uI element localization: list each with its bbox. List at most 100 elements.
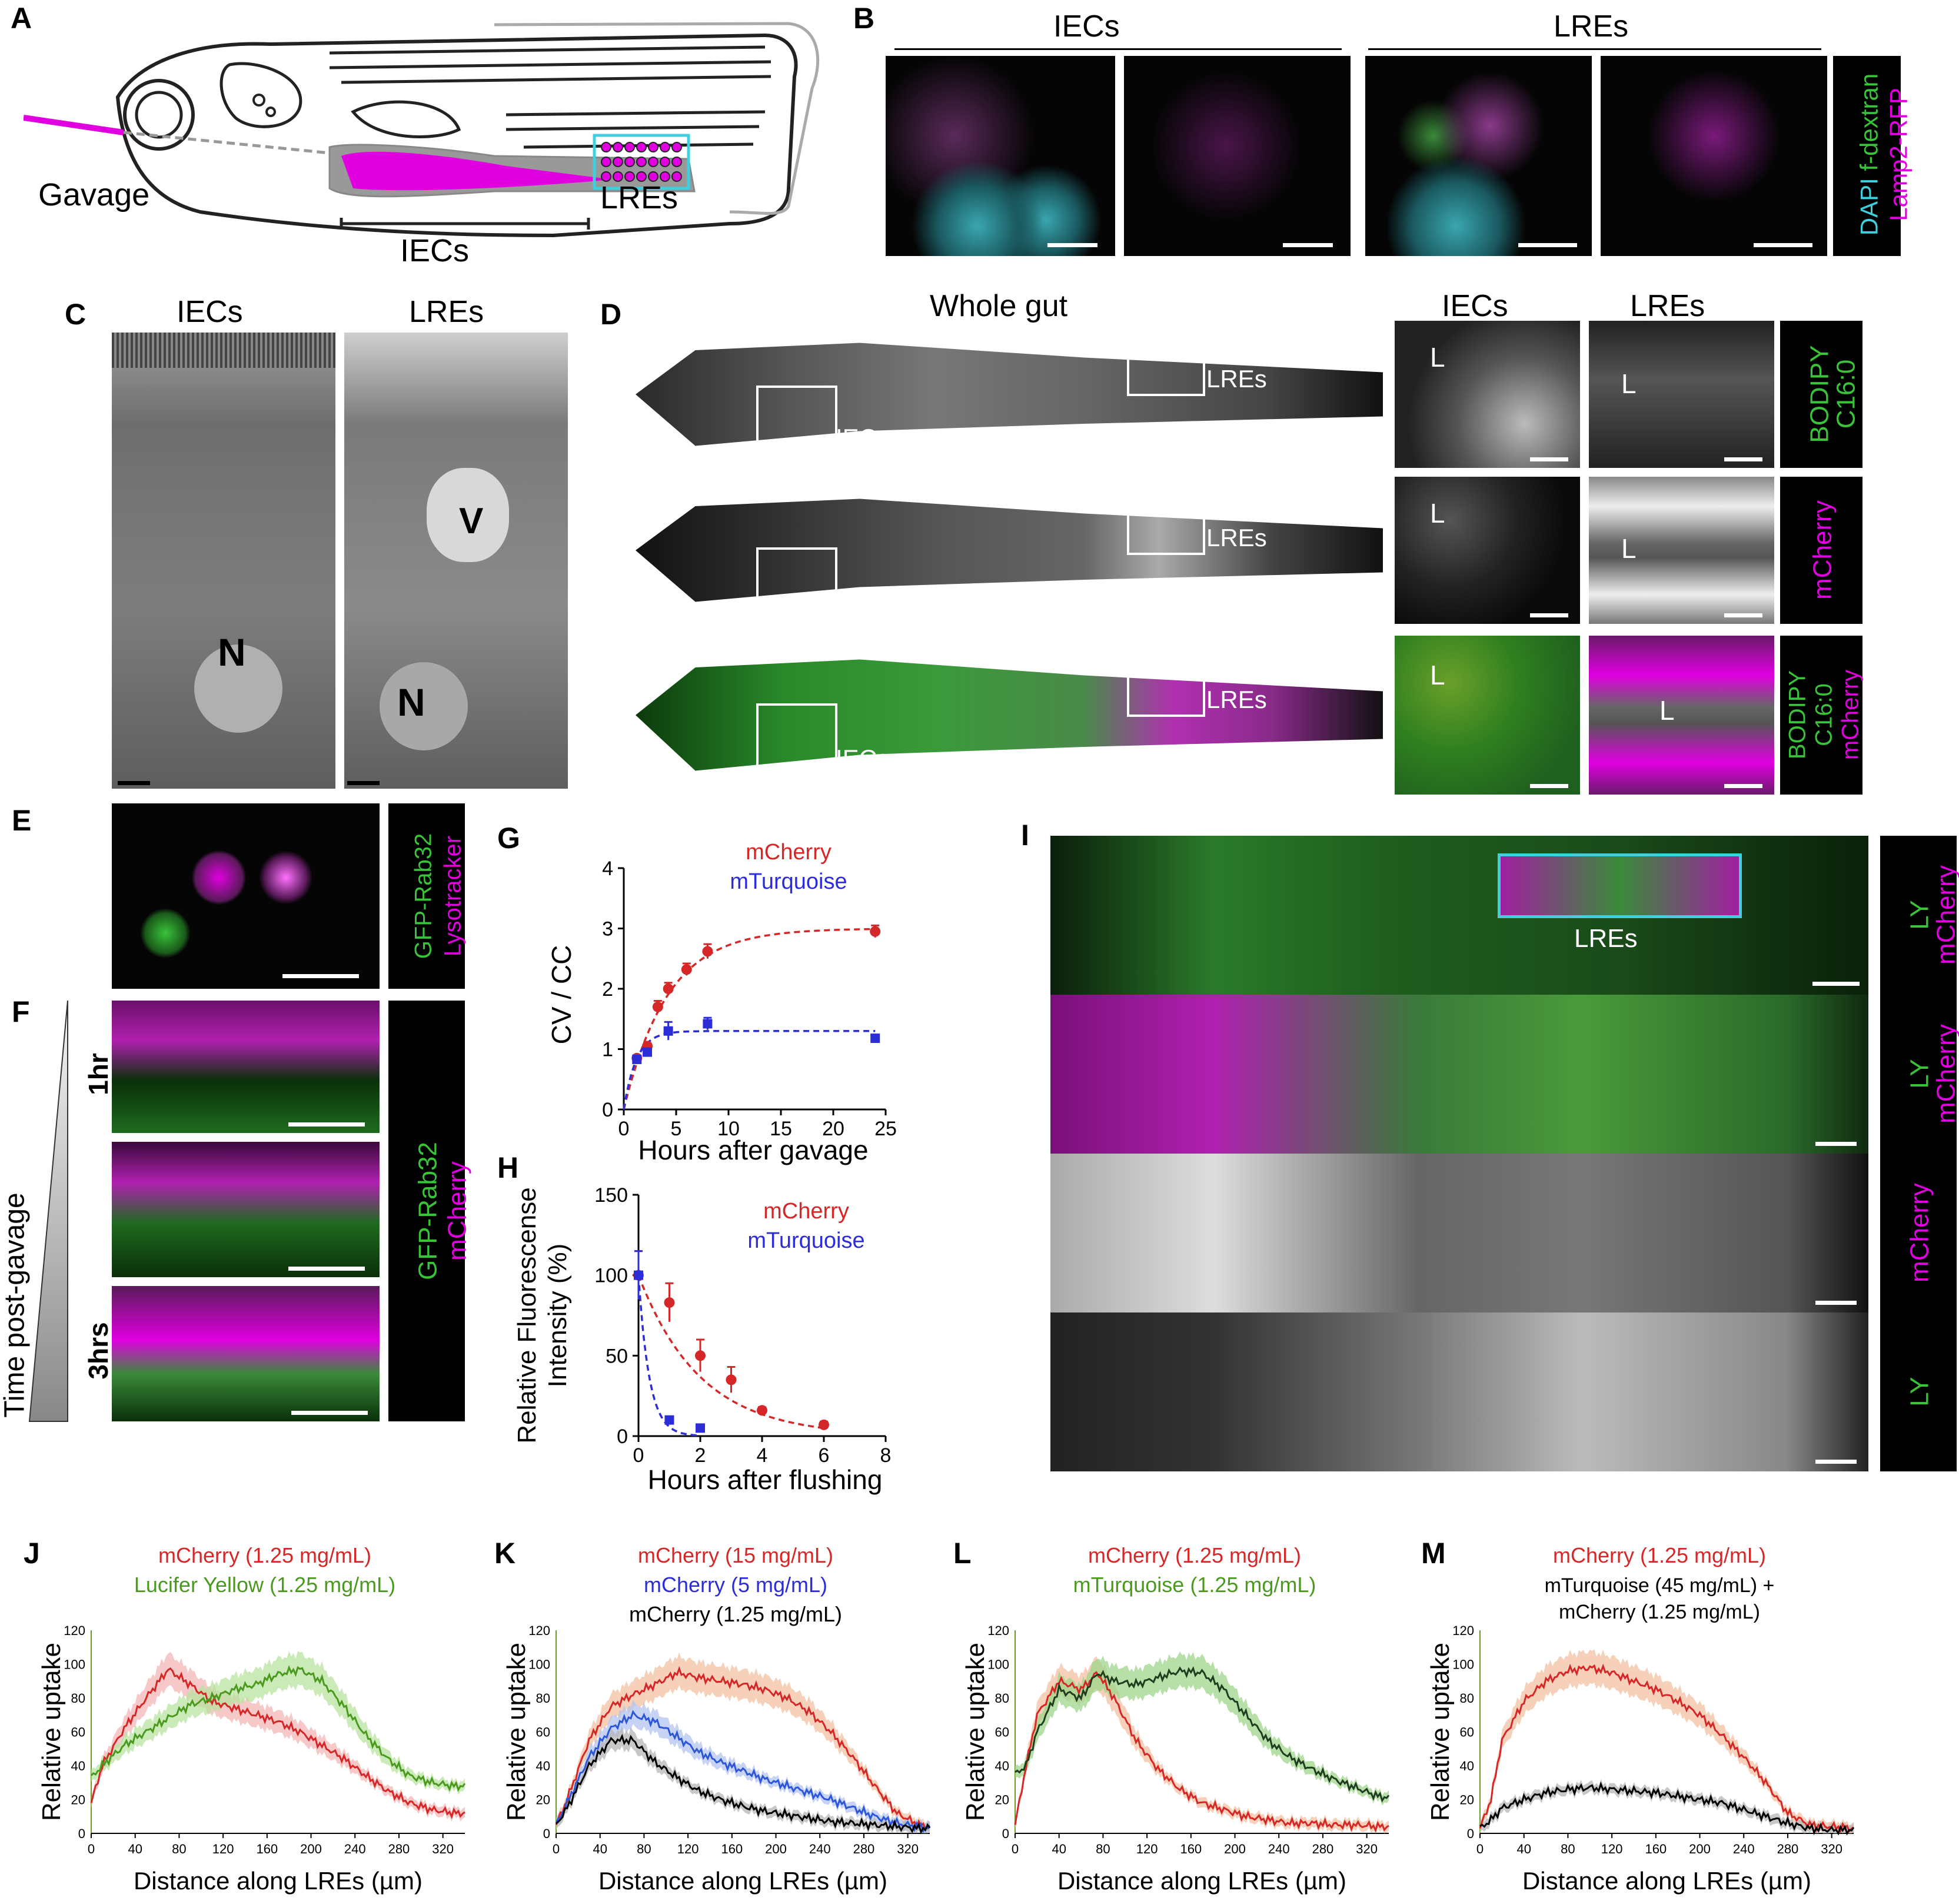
legend-series-2-line2: mCherry (1.25 mg/mL): [1559, 1601, 1760, 1623]
y-axis-label: Intensity (%): [543, 1244, 572, 1388]
i-ly-image: [1050, 1312, 1868, 1471]
chart-j: 0 40 80 120 160 200 240 280 320 0 20 40 60 80 100 120 Di…: [37, 1543, 466, 1895]
f-3hrs-label: 3hrs: [83, 1322, 114, 1380]
x-tick-label: 0: [88, 1842, 95, 1856]
d-lres-merge-image: L: [1589, 636, 1774, 795]
f-time-axis-label: Time post-gavage: [0, 1192, 31, 1418]
y-tick-label: 120: [1452, 1623, 1474, 1638]
i-merge-image: [1050, 995, 1868, 1154]
data-point: [870, 1034, 880, 1044]
c-lres-header: LREs: [409, 295, 484, 329]
i-row2-legend: LY mCherry: [1880, 995, 1959, 1154]
panel-letter-g: G: [497, 822, 520, 855]
x-tick-label: 280: [1777, 1842, 1799, 1856]
scale-bar: [291, 1411, 368, 1415]
panel-letter-m: M: [1421, 1537, 1446, 1570]
y-axis-label: Relative uptake: [1426, 1643, 1455, 1821]
x-axis-label: Distance along LREs (µm): [1522, 1867, 1811, 1895]
lumen-label: L: [1430, 498, 1445, 529]
y-tick-label: 100: [1452, 1657, 1474, 1672]
y-axis-label: Relative uptake: [37, 1643, 66, 1821]
i-row3-legend-mcherry: mCherry: [1905, 1183, 1934, 1282]
nucleus: [194, 644, 282, 733]
b-lres-header: LREs: [1554, 9, 1629, 44]
legend-series-3: mCherry (1.25 mg/mL): [629, 1602, 842, 1626]
series-line-2: [90, 1664, 466, 1792]
y-tick-label: 120: [528, 1623, 550, 1638]
d-iecs-bodipy-image: L: [1395, 321, 1580, 468]
legend-series-2: mTurquoise (1.25 mg/mL): [1073, 1573, 1316, 1597]
i-row1-legend-ly: LY: [1905, 900, 1934, 930]
d-lres-box-label: LREs: [1206, 365, 1267, 393]
x-tick-label: 120: [212, 1842, 234, 1856]
b-lres-magenta-image: [1601, 56, 1827, 256]
scale-bar: [1309, 617, 1377, 621]
x-tick-label: 40: [1516, 1842, 1531, 1856]
fit-curve-1: [637, 1275, 824, 1430]
b-iecs-bracket: [894, 48, 1342, 50]
scale-bar: [1530, 613, 1568, 617]
time-gradient-triangle: [28, 1001, 68, 1422]
i-whole-gut-image: LREs: [1050, 836, 1868, 995]
d-lres-box: [1127, 330, 1205, 396]
legend-series-1: mCherry (1.25 mg/mL): [1088, 1543, 1301, 1567]
chart-h: 0 2 4 6 8 0 50 100 150 mCherry mTurquoise Hours aft…: [513, 1184, 891, 1495]
c-vacuole-label: V: [459, 501, 484, 541]
a-lres-label: LREs: [600, 180, 679, 215]
microvilli: [112, 333, 335, 368]
lumen-label: L: [1621, 368, 1637, 399]
d-lres-header: LREs: [1630, 289, 1705, 323]
lumen-label: L: [1659, 695, 1675, 726]
data-point: [664, 1415, 674, 1425]
a-iecs-label: IECs: [400, 233, 470, 268]
y-tick-label: 0: [1002, 1826, 1009, 1841]
data-point: [870, 926, 881, 937]
nucleus: [380, 662, 468, 750]
i-row3-legend: mCherry: [1880, 1154, 1957, 1312]
scale-bar: [1815, 1301, 1857, 1305]
c-nucleus-label-2: N: [397, 680, 425, 724]
y-axis-label: Relative Fluorescense: [513, 1187, 541, 1443]
y-tick-label: 40: [1460, 1759, 1474, 1773]
data-point: [702, 946, 713, 957]
panel-letter-a: A: [11, 2, 32, 35]
scale-bar: [1724, 613, 1762, 617]
d-row3-legend: BODIPY C16:0 mCherry: [1780, 636, 1864, 795]
scale-bar: [1530, 784, 1568, 788]
b-lres-bracket: [1368, 48, 1821, 50]
legend-series-2: mTurquoise (45 mg/mL) +: [1545, 1574, 1775, 1597]
d-iecs-box-label: IECs: [836, 586, 890, 613]
f-1hr-image: [112, 1001, 380, 1133]
series-line-3: [555, 1733, 931, 1835]
y-tick-label: 4: [602, 858, 613, 880]
d-whole-gut-bodipy-image: [636, 343, 1383, 446]
scale-bar: [347, 781, 380, 785]
panel-letter-b: B: [853, 2, 875, 35]
y-tick-label: 20: [71, 1793, 85, 1807]
x-tick-label: 0: [618, 1118, 630, 1140]
fit-curve-2: [623, 1030, 876, 1110]
x-tick-label: 0: [553, 1842, 560, 1856]
lumen-label: L: [1430, 660, 1445, 690]
d-lres-box: [1127, 489, 1205, 555]
x-tick-label: 240: [809, 1842, 831, 1856]
legend-series-2: mTurquoise: [747, 1228, 864, 1253]
i-row4-legend-ly: LY: [1905, 1377, 1934, 1407]
x-tick-label: 280: [388, 1842, 410, 1856]
d-whole-gut-header: Whole gut: [930, 289, 1068, 323]
y-tick-label: 40: [71, 1759, 85, 1773]
d-lres-box-label: LREs: [1206, 524, 1267, 551]
scale-bar: [288, 1267, 365, 1271]
scale-bar: [1530, 457, 1568, 461]
i-row4-legend: LY: [1880, 1312, 1957, 1471]
data-point: [664, 1297, 675, 1308]
series-line-2: [1479, 1781, 1855, 1836]
f-legend-mcherry: mCherry: [443, 1161, 472, 1261]
x-axis-label: Distance along LREs (µm): [1057, 1867, 1346, 1895]
scale-bar: [118, 781, 150, 785]
error-band-2: [1480, 1779, 1854, 1833]
e-legend-lyso: Lysotracker: [440, 835, 466, 957]
x-tick-label: 40: [593, 1842, 607, 1856]
panel-letter-k: K: [494, 1537, 516, 1570]
y-tick-label: 0: [617, 1425, 628, 1448]
